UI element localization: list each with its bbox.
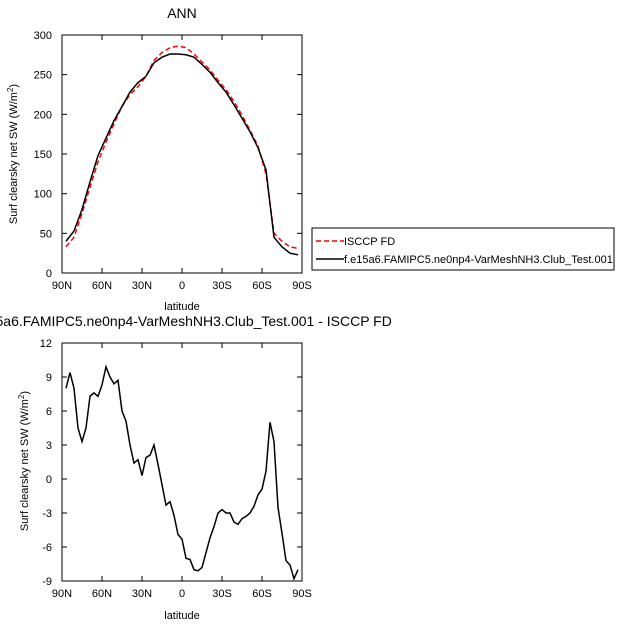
bottom-chart-x-tick-label-2: 30N (132, 588, 152, 600)
bottom-chart-ylabel-sup: 2 (17, 394, 26, 399)
bottom-chart-y-tick-label-1: -6 (42, 542, 52, 554)
bottom-chart-x-tick-label-6: 90S (292, 588, 312, 600)
top-chart-ylabel-sup: 2 (6, 87, 15, 92)
bottom-chart-y-tick-label-4: 3 (46, 440, 52, 452)
bottom-chart-x-tick-label-1: 60N (92, 588, 112, 600)
bottom-chart-y-tick-label-0: -9 (42, 576, 52, 588)
top-chart-y-tick-label-4: 200 (34, 109, 52, 121)
bottom-chart-x-tick-label-3: 0 (179, 588, 185, 600)
bottom-chart-y-tick-label-5: 6 (46, 406, 52, 418)
bottom-chart-title: f.e15a6.FAMIPC5.ne0np4-VarMeshNH3.Club_T… (0, 313, 392, 329)
top-chart-x-tick-label-4: 30S (212, 280, 232, 292)
bottom-chart-x-tick-label-0: 90N (52, 588, 72, 600)
top-chart-ylabel: Surf clearsky net SW (W/m2) (6, 84, 20, 224)
bottom-chart-ylabel-text: Surf clearsky net SW (W/m (19, 399, 31, 531)
bottom-chart-x-tick-label-4: 30S (212, 588, 232, 600)
top-chart-xlabel: latitude (164, 301, 199, 313)
top-chart-ylabel-text: Surf clearsky net SW (W/m (8, 92, 20, 224)
bottom-chart-ylabel-end: ) (19, 391, 31, 395)
bottom-chart-xlabel: latitude (164, 610, 199, 622)
top-chart-x-tick-label-3: 0 (179, 280, 185, 292)
top-chart-plot-area: 90N 60N 30N 0 30S 60S 90S 0 50 100 150 200 250 300 (34, 30, 312, 292)
top-chart-y-tick-label-1: 50 (40, 228, 52, 240)
top-chart-x-tick-label-2: 30N (132, 280, 152, 292)
top-chart-x-tick-label-1: 60N (92, 280, 112, 292)
top-chart-x-tick-label-6: 90S (292, 280, 312, 292)
top-chart-y-tick-label-5: 250 (34, 70, 52, 82)
top-chart-y-tick-label-6: 300 (34, 30, 52, 42)
top-chart-x-tick-label-5: 60S (252, 280, 272, 292)
top-chart-ylabel-end: ) (8, 84, 20, 88)
top-chart-y-tick-label-2: 100 (34, 189, 52, 201)
legend-label-test-model: f.e15a6.FAMIPC5.ne0np4-VarMeshNH3.Club_T… (344, 254, 613, 266)
top-chart-series-line-1 (65, 53, 299, 256)
bottom-chart-y-tick-label-2: -3 (42, 508, 52, 520)
bottom-chart-y-tick-label-3: 0 (46, 474, 52, 486)
bottom-chart-y-tick-label-6: 9 (46, 372, 52, 384)
legend-box (311, 227, 615, 271)
top-chart-title: ANN (167, 5, 197, 21)
top-chart-y-tick-label-0: 0 (46, 268, 52, 280)
bottom-chart-panel: f.e15a6.FAMIPC5.ne0np4-VarMeshNH3.Club_T… (0, 313, 392, 622)
bottom-chart-plot-area: 90N 60N 30N 0 30S 60S 90S -9 -6 -3 0 3 6 9 12 (40, 338, 312, 600)
top-chart-x-tick-label-0: 90N (52, 280, 72, 292)
bottom-chart-series-line-0 (65, 364, 299, 581)
bottom-chart-ylabel: Surf clearsky net SW (W/m2) (17, 391, 31, 531)
legend-label-isccp-fd: ISCCP FD (344, 236, 395, 248)
top-chart-legend: ISCCP FD f.e15a6.FAMIPC5.ne0np4-VarMeshN… (311, 227, 615, 271)
top-chart-panel: ANN 90N 60N 30N 0 30S 60S 90S 0 50 100 150 200 250 30… (6, 5, 615, 313)
bottom-chart-x-tick-label-5: 60S (252, 588, 272, 600)
top-chart-series-line-0 (65, 45, 299, 250)
bottom-chart-y-tick-label-7: 12 (40, 338, 52, 350)
top-chart-y-tick-label-3: 150 (34, 149, 52, 161)
